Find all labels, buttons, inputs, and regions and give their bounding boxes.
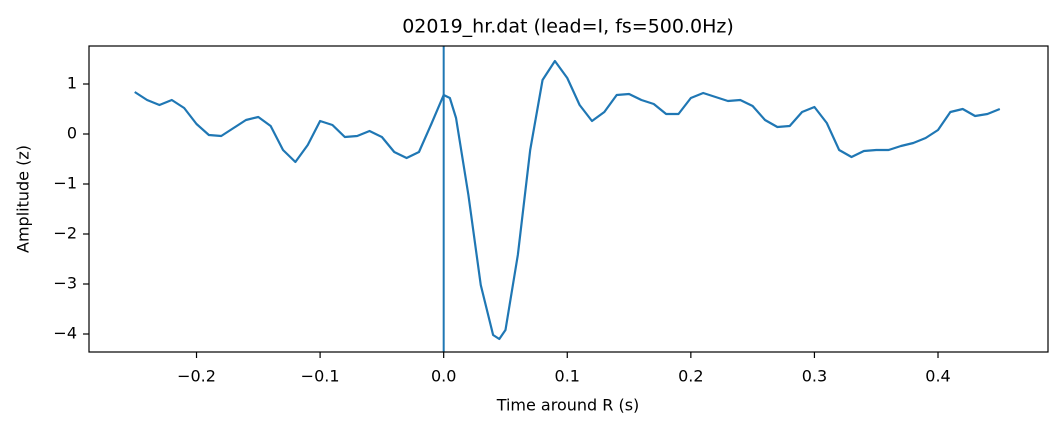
x-tick-label: −0.1 bbox=[301, 367, 340, 386]
y-tick-label: 0 bbox=[67, 124, 77, 143]
plot-frame bbox=[88, 45, 1049, 353]
line-series bbox=[134, 59, 1001, 341]
x-axis-label: Time around R (s) bbox=[496, 396, 640, 415]
x-tick-label: 0.1 bbox=[555, 367, 580, 386]
y-tick-label: −3 bbox=[53, 274, 77, 293]
chart-title: 02019_hr.dat (lead=I, fs=500.0Hz) bbox=[402, 16, 734, 38]
x-tick-label: 0.2 bbox=[678, 367, 703, 386]
x-tick-label: 0.0 bbox=[431, 367, 456, 386]
y-axis-label: Amplitude (z) bbox=[14, 145, 33, 253]
x-tick-label: 0.4 bbox=[925, 367, 950, 386]
y-tick-label: −4 bbox=[53, 324, 77, 343]
x-tick-label: −0.2 bbox=[177, 367, 216, 386]
y-tick-label: 1 bbox=[67, 74, 77, 93]
y-tick-label: −2 bbox=[53, 224, 77, 243]
x-tick-label: 0.3 bbox=[802, 367, 827, 386]
y-tick-label: −1 bbox=[53, 174, 77, 193]
